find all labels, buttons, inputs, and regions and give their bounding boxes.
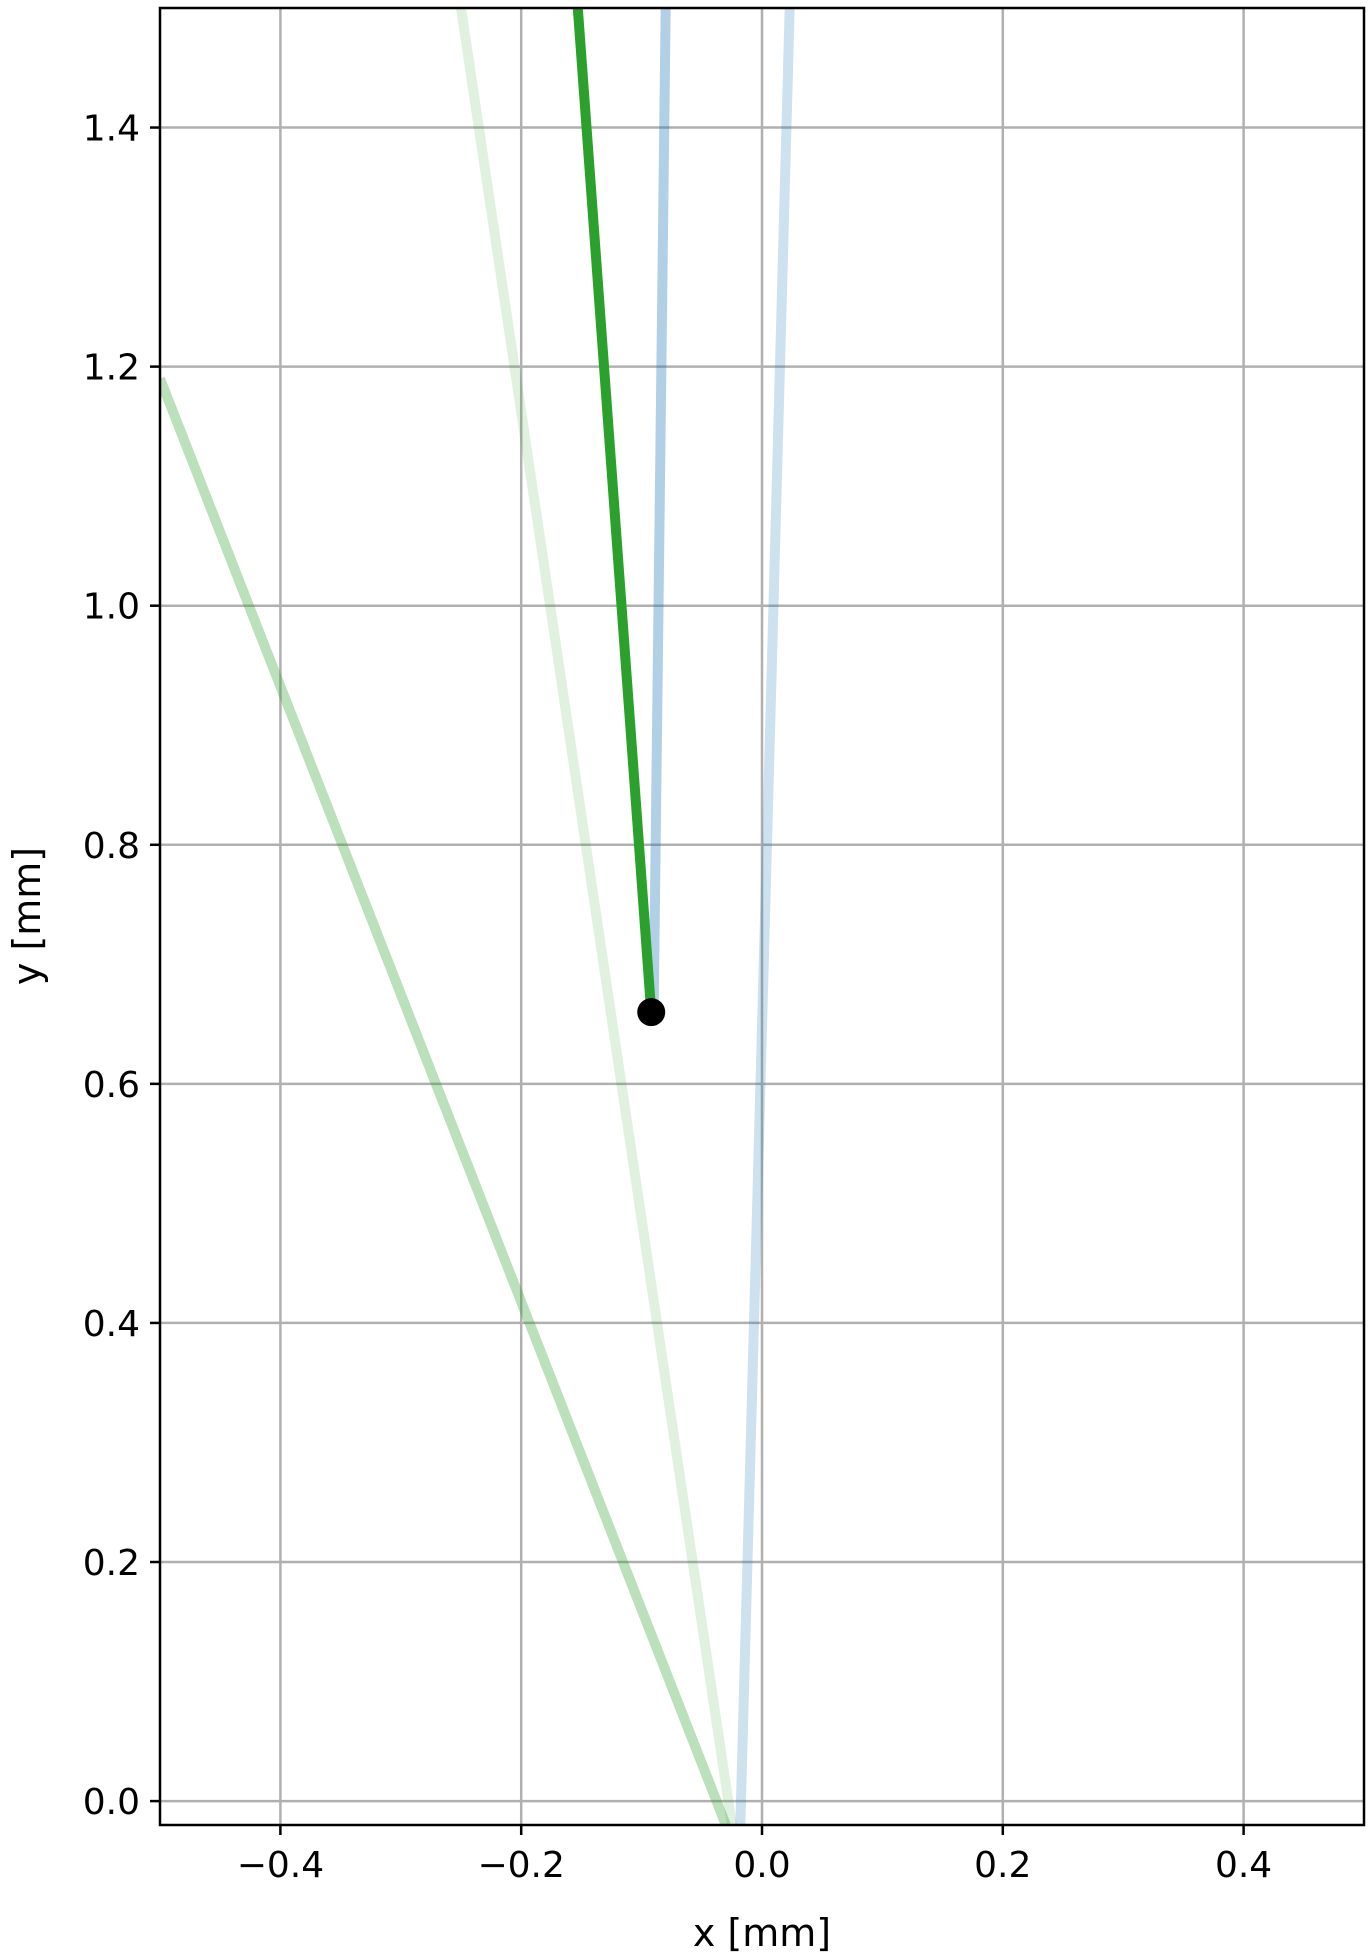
y-tick-label: 1.2 xyxy=(83,348,140,389)
grid-layer xyxy=(160,8,1364,1825)
series-line xyxy=(572,8,657,1013)
y-axis-label: y [mm] xyxy=(5,847,49,985)
y-tick-label: 0.0 xyxy=(83,1782,140,1823)
y-tick-label: 0.8 xyxy=(83,826,140,867)
y-tick-label: 0.6 xyxy=(83,1065,140,1106)
x-tick-label: −0.2 xyxy=(477,1845,564,1886)
series-line xyxy=(735,8,795,1825)
y-tick-label: 0.4 xyxy=(83,1304,140,1345)
series-line xyxy=(648,8,671,1013)
series-layer xyxy=(160,8,795,1825)
x-tick-label: 0.2 xyxy=(974,1845,1031,1886)
x-tick-label: −0.4 xyxy=(237,1845,324,1886)
plot-frame xyxy=(158,6,1366,1827)
y-tick-label: 1.0 xyxy=(83,587,140,628)
points-layer xyxy=(637,998,666,1027)
series-line xyxy=(160,376,731,1825)
x-tick-label: 0.4 xyxy=(1215,1845,1272,1886)
y-tick-label: 0.2 xyxy=(83,1543,140,1584)
series-line xyxy=(456,8,737,1825)
y-tick-label: 1.4 xyxy=(83,109,140,150)
ticks-layer: −0.4 −0.2 0.0 0.2 0.4 0.0 0.2 0.4 0.6 0.8 1.0 1.2 1.… xyxy=(83,109,1272,1886)
x-axis-label: x [mm] xyxy=(693,1911,831,1954)
end-point-marker xyxy=(637,998,666,1027)
x-tick-label: 0.0 xyxy=(733,1845,790,1886)
